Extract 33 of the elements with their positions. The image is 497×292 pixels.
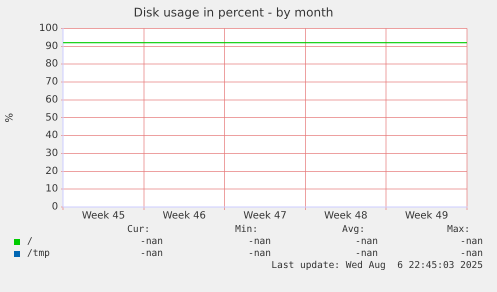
y-tick-label: 30 — [45, 148, 58, 160]
text: Last update: Wed Aug 6 22:45:03 2025 — [271, 260, 483, 271]
legend-label: / — [27, 236, 33, 247]
y-tick-label: 70 — [45, 76, 58, 88]
x-tick-label: Week 49 — [404, 210, 448, 222]
text: -nan — [140, 248, 163, 259]
text: -nan — [248, 236, 271, 247]
x-tick-label: Week 45 — [82, 210, 126, 222]
text: -nan — [248, 248, 271, 259]
y-tick-label: 20 — [45, 166, 58, 177]
x-tick-label: Week 48 — [324, 210, 368, 222]
text: Min: — [235, 224, 258, 235]
legend-label: /tmp — [27, 248, 50, 259]
text: -nan — [355, 248, 378, 259]
text: Avg: — [342, 224, 365, 235]
y-axis-title: % — [4, 112, 16, 122]
x-tick-label: Week 47 — [243, 210, 287, 222]
y-tick-label: 80 — [45, 58, 58, 70]
x-tick-label: Week 46 — [162, 210, 206, 222]
y-tick-label: 50 — [45, 112, 58, 124]
text: -nan — [460, 248, 483, 259]
text: -nan — [140, 236, 163, 247]
y-tick-label: 90 — [45, 40, 58, 52]
y-tick-label: 100 — [38, 22, 58, 34]
text: Max: — [447, 224, 470, 235]
text: Cur: — [127, 224, 150, 235]
text: -nan — [460, 236, 483, 247]
y-tick-label: 0 — [52, 202, 58, 213]
y-tick-label: 10 — [45, 184, 58, 195]
y-tick-label: 60 — [45, 94, 58, 106]
chart-title: Disk usage in percent - by month — [134, 5, 334, 20]
y-tick-label: 40 — [45, 130, 58, 142]
text: -nan — [355, 236, 378, 247]
